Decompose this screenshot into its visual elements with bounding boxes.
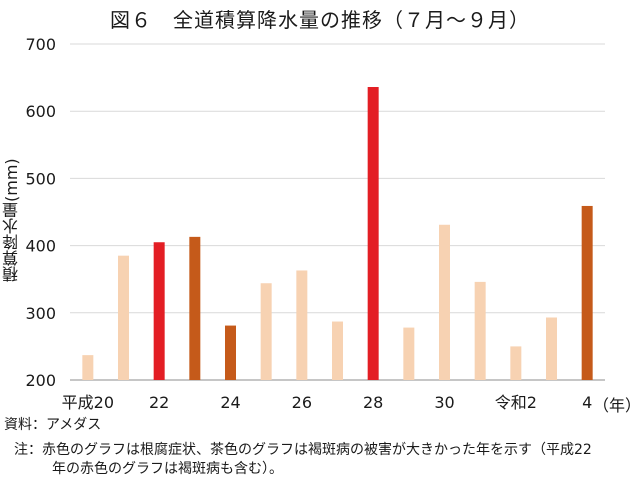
bar [82,355,94,380]
y-tick-label: 600 [25,102,56,121]
bar [403,327,415,380]
source-note: 資料：アメダス [4,417,102,433]
x-tick-label: 26 [292,393,312,412]
bar [189,236,201,380]
bar [260,283,272,380]
x-tick-label: 22 [149,393,169,412]
y-tick-label: 500 [25,169,56,188]
bar [332,321,343,380]
y-tick-label: 200 [25,371,56,390]
bar [546,317,557,380]
x-tick-label: 平成20 [62,393,114,412]
bar [367,87,379,381]
x-tick-label: 24 [220,393,240,412]
bar [153,242,165,380]
x-tick-label: 28 [363,393,383,412]
chart-title: 図６ 全道積算降水量の推移（７月～９月） [110,8,530,32]
x-axis-unit: （年） [593,396,640,415]
bar [225,325,236,380]
y-tick-label: 300 [25,304,56,323]
x-tick-label: 30 [434,393,454,412]
y-tick-label: 700 [25,35,56,54]
footnote-line-1: 注：赤色のグラフは根腐症状、茶色のグラフは褐斑病の被害が大きかった年を示す（平成… [14,442,592,458]
bar [474,281,486,380]
y-tick-label: 400 [25,237,56,256]
bar [439,224,450,380]
bar [581,205,593,380]
footnote-line-2: 年の赤色のグラフは褐斑病も含む）。 [52,461,283,477]
bar [510,346,522,380]
bar [296,270,308,380]
bar [118,255,129,380]
x-tick-label: 4 [582,393,592,412]
x-tick-label: 令和2 [495,393,537,412]
